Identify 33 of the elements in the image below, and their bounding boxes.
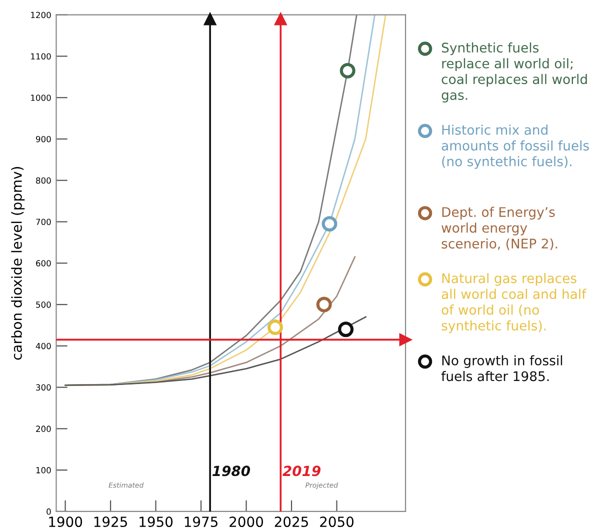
x-tick-label: 2000 [230, 516, 264, 528]
y-tick-label: 800 [36, 177, 51, 184]
y-tick-label: 200 [36, 426, 51, 432]
x-tick-label: 2025 [274, 516, 308, 528]
legend-label: Natural gas replaces all world coal and half of world oil (no synthetic fuels). [442, 273, 586, 334]
legend-label: Synthetic fuels replace all world oil; coal replaces all world gas. [442, 42, 587, 102]
y-tick-label: 0 [46, 508, 51, 515]
y-tick-label: 900 [36, 136, 51, 142]
y-tick-label: 500 [36, 302, 51, 308]
y-tick-label: 1100 [31, 53, 51, 60]
y-axis-title: carbon dioxide level (ppmv) [11, 167, 25, 360]
point [340, 62, 356, 78]
y-tick-label: 700 [36, 218, 51, 226]
y-tick-label: 400 [36, 342, 51, 350]
ref-line-label: 1980 [212, 466, 250, 476]
point [316, 296, 332, 312]
y-tick-label: 1000 [31, 94, 51, 101]
point [322, 216, 338, 232]
x-tick-label: 1975 [184, 516, 218, 528]
x-tick-label: 1950 [140, 516, 173, 528]
y-tick-label: 1200 [31, 12, 51, 18]
y-tick-label: 600 [36, 260, 51, 266]
legend-label: No growth in fossil fuels after 1985. [441, 355, 562, 382]
legend-label: Dept. of Energy’s world energy scenerio, (NEP 2). [442, 206, 558, 250]
point [267, 320, 283, 336]
x-tick-label: 1925 [94, 516, 127, 528]
y-tick-label: 100 [36, 467, 51, 474]
ref-line-label: 2019 [282, 466, 321, 476]
legend-label: Historic mix and amounts of fossil fuels (no syntethic fuels). [442, 124, 589, 169]
x-tick-label: 1900 [49, 516, 82, 528]
y-tick-label: 300 [36, 384, 51, 391]
point [338, 322, 354, 338]
x-tick-label: 2050 [320, 516, 354, 528]
